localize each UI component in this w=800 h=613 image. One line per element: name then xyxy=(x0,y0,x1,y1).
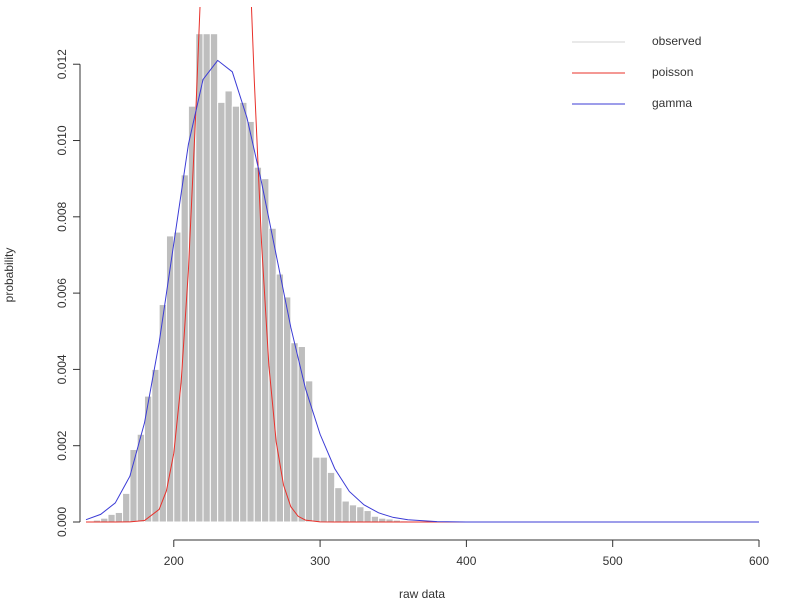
bar xyxy=(239,101,248,523)
y-tick-label: 0.004 xyxy=(55,354,69,384)
x-tick-label: 300 xyxy=(310,554,330,568)
bar xyxy=(312,456,321,523)
y-tick-label: 0.002 xyxy=(55,430,69,460)
bar xyxy=(290,342,299,523)
bar xyxy=(209,33,219,523)
y-tick-label: 0.010 xyxy=(55,125,69,155)
bar xyxy=(129,449,138,523)
bar xyxy=(356,506,365,523)
y-tick-label: 0.008 xyxy=(55,201,69,231)
y-tick-label: 0.000 xyxy=(55,507,69,537)
y-tick-label: 0.006 xyxy=(55,278,69,308)
curves xyxy=(85,7,759,523)
bar xyxy=(370,515,380,523)
bar xyxy=(202,33,211,523)
bar xyxy=(246,120,255,523)
bar xyxy=(100,517,109,523)
bar xyxy=(319,456,328,523)
bar xyxy=(187,105,197,523)
x-tick-label: 200 xyxy=(164,554,184,568)
bar xyxy=(122,492,131,523)
bar xyxy=(378,517,387,523)
bar xyxy=(217,101,226,523)
x-tick-label: 600 xyxy=(749,554,769,568)
x-axis-label: raw data xyxy=(399,587,445,601)
bar xyxy=(348,504,358,523)
x-tick-label: 400 xyxy=(456,554,476,568)
bar xyxy=(151,368,160,523)
bar xyxy=(180,174,189,523)
y-tick-label: 0.012 xyxy=(55,49,69,79)
legend-label: gamma xyxy=(652,96,692,110)
axes: 0.000 0.002 0.004 0.006 0.008 0.010 0.012 200 30… xyxy=(55,49,769,568)
bar xyxy=(275,273,285,523)
legend: observed poisson gamma xyxy=(572,34,701,110)
legend-label: poisson xyxy=(652,65,693,79)
bar xyxy=(231,105,241,523)
legend-label: observed xyxy=(652,34,701,48)
bar xyxy=(107,513,116,523)
fit-curve xyxy=(85,59,759,523)
bar xyxy=(334,487,343,523)
bar xyxy=(224,90,233,523)
bar xyxy=(326,471,336,523)
bar xyxy=(304,380,314,523)
bar xyxy=(136,433,146,523)
y-axis-label: probability xyxy=(2,248,16,303)
bar xyxy=(165,235,175,523)
bar xyxy=(114,511,124,523)
x-tick-label: 500 xyxy=(603,554,623,568)
histogram xyxy=(85,33,716,523)
bar xyxy=(363,510,372,523)
bar xyxy=(341,500,350,523)
fit-curve xyxy=(86,7,759,523)
bar xyxy=(173,231,182,523)
